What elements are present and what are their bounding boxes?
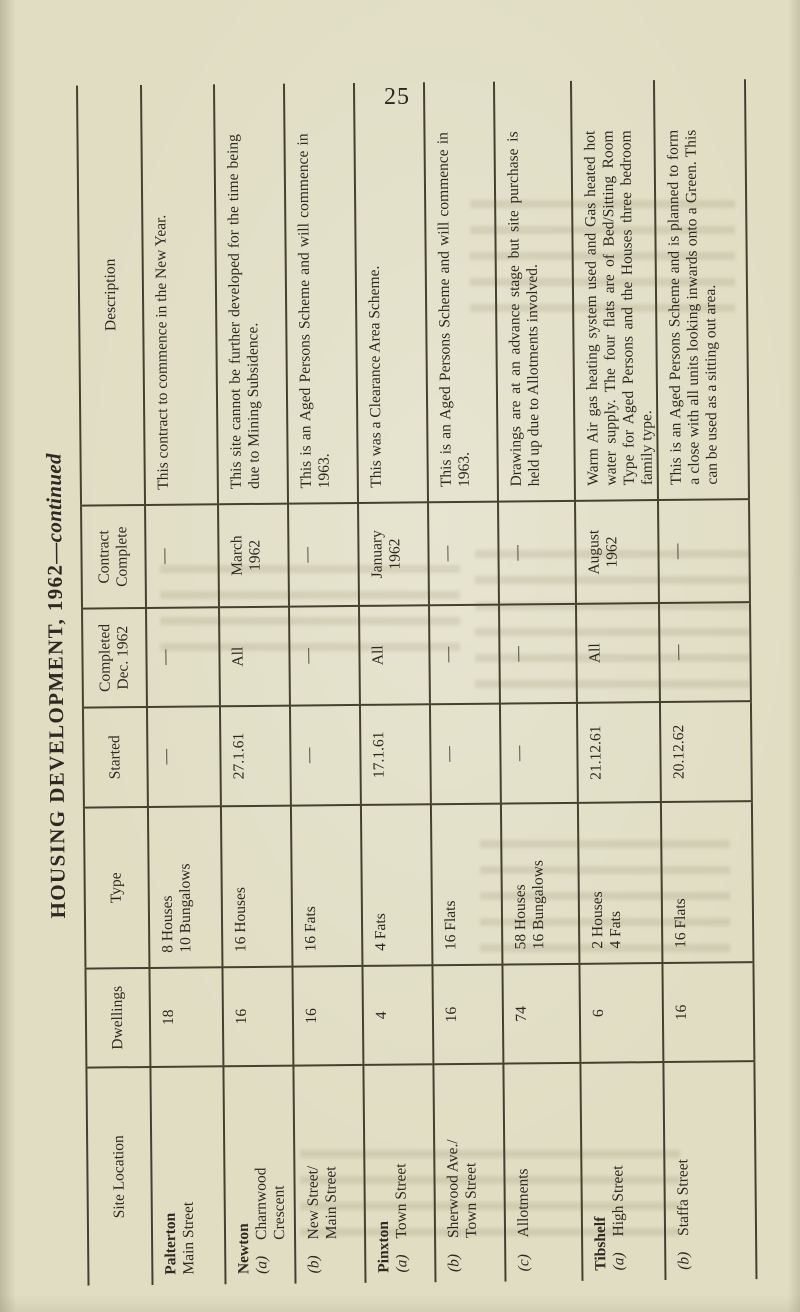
started-cell: — <box>499 702 578 804</box>
contract-cell: January 1962 <box>358 502 430 606</box>
location-marker: (a) <box>610 1252 628 1271</box>
started-cell: — <box>429 703 501 805</box>
column-header-type: Type <box>83 806 150 969</box>
page-number: 25 <box>384 84 410 110</box>
description-cell: This site cannot be further developed fo… <box>213 83 289 505</box>
location-name: Main Street <box>179 1201 198 1275</box>
page-title-main: HOUSING DEVELOPMENT, 1962 <box>42 563 70 919</box>
column-header-started: Started <box>82 706 148 808</box>
contract-cell: — <box>288 502 360 607</box>
table-row: (b) Staffa Street 16 16 Flats 20.12.62 — … <box>654 79 757 1281</box>
type-cell: 16 Flats <box>430 803 503 966</box>
contract-cell: March 1962 <box>218 503 290 608</box>
contract-cell: — <box>145 504 220 608</box>
description-cell: This is an Aged Persons Scheme and will … <box>283 82 359 504</box>
type-cell: 16 Houses <box>220 805 293 968</box>
table-row: (b) Sherwood Ave./ Town Street 16 16 Flat… <box>423 81 506 1283</box>
location-name: New Street/ Main Street <box>304 1165 341 1240</box>
dwellings-cell: 4 <box>362 965 434 1065</box>
location-cell: (b) Sherwood Ave./ Town Street <box>433 1063 506 1283</box>
location-cell: Pinxton (a) Town Street <box>363 1064 436 1283</box>
description-cell: This is an Aged Persons Scheme and is pl… <box>664 129 721 485</box>
location-marker: (b) <box>305 1255 323 1274</box>
location-name: Town Street <box>392 1163 411 1239</box>
started-cell: 17.1.61 <box>359 704 431 805</box>
started-cell: — <box>146 706 221 807</box>
location-group: Palterton <box>161 1212 180 1275</box>
location-cell: Newton (a) Charnwood Crescent <box>223 1065 296 1285</box>
location-marker: (a) <box>393 1254 411 1273</box>
rotated-table-area: HOUSING DEVELOPMENT, 1962—continued Site… <box>38 79 758 1286</box>
location-marker: (b) <box>445 1253 463 1273</box>
column-header-dwellings: Dwellings <box>85 967 151 1068</box>
column-header-contract: Contract Complete <box>81 504 147 609</box>
column-header-completed: Completed Dec. 1962 <box>82 607 147 708</box>
location-cell: (b) Staffa Street <box>663 1061 757 1281</box>
location-name: Allotments <box>514 1168 533 1238</box>
contract-cell: — <box>498 500 576 605</box>
dwellings-cell: 74 <box>502 963 581 1064</box>
location-cell: Tibshelf (a) High Street <box>580 1062 666 1281</box>
description-cell: Drawings are at an advance stage but sit… <box>493 80 576 502</box>
started-cell: — <box>289 704 361 806</box>
housing-development-table: Site Location Dwellings Type Started Com… <box>75 79 758 1286</box>
completed-cell: — <box>658 602 751 703</box>
contract-cell: August 1962 <box>575 500 659 604</box>
completed-cell: — <box>289 605 360 706</box>
type-cell: 16 Fats <box>290 804 363 967</box>
completed-cell: All <box>575 603 660 703</box>
table-row: Tibshelf (a) High Street 6 2 Houses 4 Fat… <box>570 80 666 1281</box>
location-group: Newton <box>234 1223 253 1275</box>
dwellings-cell: 16 <box>662 962 755 1063</box>
contract-cell: — <box>657 499 750 604</box>
column-header-site-location: Site Location <box>86 1066 153 1286</box>
started-cell: 27.1.61 <box>219 705 291 807</box>
type-cell: 16 Flats <box>660 801 754 964</box>
location-group: Tibshelf <box>591 1216 610 1271</box>
description-cell: Warm Air gas heating system used and Gas… <box>570 80 658 501</box>
type-cell: 4 Fats <box>360 804 433 966</box>
contract-cell: — <box>428 501 499 606</box>
type-cell: 2 Houses 4 Fats <box>577 802 663 964</box>
page-title: HOUSING DEVELOPMENT, 1962—continued <box>38 86 75 1286</box>
completed-cell: — <box>498 603 577 704</box>
dwellings-cell: 16 <box>222 966 294 1067</box>
location-cell: (c) Allotments <box>503 1062 583 1282</box>
location-cell: (b) New Street/ Main Street <box>293 1064 366 1284</box>
location-marker: (a) <box>253 1255 271 1274</box>
table-row: Pinxton (a) Town Street 4 4 Fats 17.1.61 … <box>353 82 436 1283</box>
description-cell: This is an Aged Persons Scheme and will … <box>423 81 499 503</box>
completed-cell: — <box>429 604 500 705</box>
table-row: Palterton Main Street 18 8 Houses 10 Bun… <box>140 84 226 1285</box>
location-cell: Palterton Main Street <box>150 1066 226 1285</box>
description-cell: This was a Clearance Area Scheme. <box>353 82 429 503</box>
type-cell: 58 Houses 16 Bungalows <box>500 802 580 965</box>
type-cell: 8 Houses 10 Bungalows <box>147 806 223 968</box>
table-row: Newton (a) Charnwood Crescent 16 16 House… <box>213 83 296 1285</box>
location-group: Pinxton <box>374 1220 393 1273</box>
dwellings-cell: 16 <box>432 964 504 1065</box>
description-cell: This contract to commence in the New Yea… <box>140 84 219 505</box>
completed-cell: All <box>219 606 290 707</box>
page-title-continued: —continued <box>41 453 67 564</box>
location-name: Sherwood Ave./ Town Street <box>444 1139 481 1239</box>
dwellings-cell: 16 <box>292 965 364 1066</box>
completed-cell: — <box>146 607 220 707</box>
completed-cell: All <box>359 605 430 705</box>
location-name: High Street <box>609 1165 628 1237</box>
location-marker: (b) <box>675 1251 693 1270</box>
column-header-description: Description <box>76 85 146 506</box>
location-marker: (c) <box>515 1254 533 1272</box>
table-row: (b) New Street/ Main Street 16 16 Fats — … <box>283 82 366 1284</box>
dwellings-cell: 18 <box>149 967 224 1067</box>
location-name: Staffa Street <box>674 1159 692 1236</box>
dwellings-cell: 6 <box>579 963 664 1063</box>
location-name: Charnwood Crescent <box>252 1167 289 1240</box>
table-row: (c) Allotments 74 58 Houses 16 Bungalows … <box>493 80 583 1282</box>
started-cell: 20.12.62 <box>659 701 752 803</box>
started-cell: 21.12.61 <box>576 702 661 803</box>
table-header-row: Site Location Dwellings Type Started Com… <box>76 85 153 1286</box>
